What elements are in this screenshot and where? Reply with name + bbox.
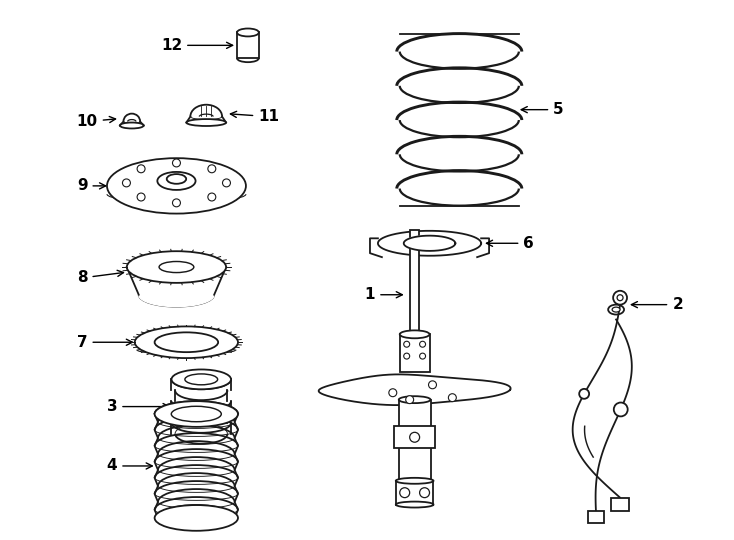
Ellipse shape	[185, 374, 218, 385]
Ellipse shape	[186, 119, 226, 126]
Text: 4: 4	[106, 458, 152, 474]
Circle shape	[410, 433, 420, 442]
Circle shape	[137, 165, 145, 173]
Ellipse shape	[396, 502, 434, 508]
Bar	[398, 367, 432, 415]
Ellipse shape	[400, 330, 429, 338]
Circle shape	[404, 341, 410, 347]
Polygon shape	[404, 235, 455, 251]
Ellipse shape	[612, 307, 620, 312]
Circle shape	[429, 381, 437, 389]
Ellipse shape	[155, 332, 218, 352]
Polygon shape	[127, 251, 226, 307]
Circle shape	[420, 341, 426, 347]
Text: 8: 8	[77, 271, 123, 286]
Ellipse shape	[172, 369, 231, 389]
Circle shape	[404, 353, 410, 359]
Circle shape	[617, 295, 623, 301]
Ellipse shape	[127, 251, 226, 283]
Circle shape	[123, 179, 131, 187]
Bar	[394, 427, 435, 448]
Circle shape	[389, 389, 397, 397]
Text: 9: 9	[77, 178, 106, 193]
Ellipse shape	[120, 123, 144, 129]
Circle shape	[222, 179, 230, 187]
Circle shape	[420, 353, 426, 359]
Polygon shape	[378, 231, 481, 256]
Text: 1: 1	[365, 287, 402, 302]
Bar	[396, 481, 434, 504]
Circle shape	[400, 488, 410, 498]
Bar	[237, 32, 259, 58]
Ellipse shape	[155, 401, 238, 427]
Text: 6: 6	[487, 236, 534, 251]
Bar	[611, 498, 629, 510]
Ellipse shape	[171, 406, 222, 422]
Bar	[399, 400, 431, 481]
Circle shape	[172, 199, 181, 207]
Ellipse shape	[107, 158, 246, 214]
Ellipse shape	[396, 478, 434, 484]
Circle shape	[137, 193, 145, 201]
Ellipse shape	[399, 396, 431, 403]
Ellipse shape	[608, 305, 624, 314]
Circle shape	[448, 394, 457, 402]
Bar	[410, 231, 419, 334]
Ellipse shape	[167, 174, 186, 184]
Bar	[400, 334, 429, 372]
Circle shape	[208, 193, 216, 201]
Circle shape	[613, 291, 627, 305]
Circle shape	[420, 488, 429, 498]
Circle shape	[614, 402, 628, 416]
Ellipse shape	[157, 172, 195, 190]
Circle shape	[406, 396, 414, 403]
Polygon shape	[477, 238, 489, 257]
Text: 12: 12	[161, 38, 233, 53]
Text: 7: 7	[77, 335, 132, 350]
Text: 10: 10	[76, 114, 115, 129]
Circle shape	[172, 159, 181, 167]
Circle shape	[579, 389, 589, 399]
Polygon shape	[370, 238, 382, 257]
Text: 11: 11	[230, 109, 279, 124]
Ellipse shape	[135, 326, 238, 358]
Ellipse shape	[237, 29, 259, 36]
Text: 5: 5	[521, 102, 564, 117]
Circle shape	[208, 165, 216, 173]
Bar	[589, 511, 604, 523]
Ellipse shape	[155, 505, 238, 531]
Polygon shape	[319, 374, 511, 405]
Ellipse shape	[159, 261, 194, 273]
Text: 2: 2	[631, 297, 683, 312]
Text: 3: 3	[106, 399, 169, 414]
